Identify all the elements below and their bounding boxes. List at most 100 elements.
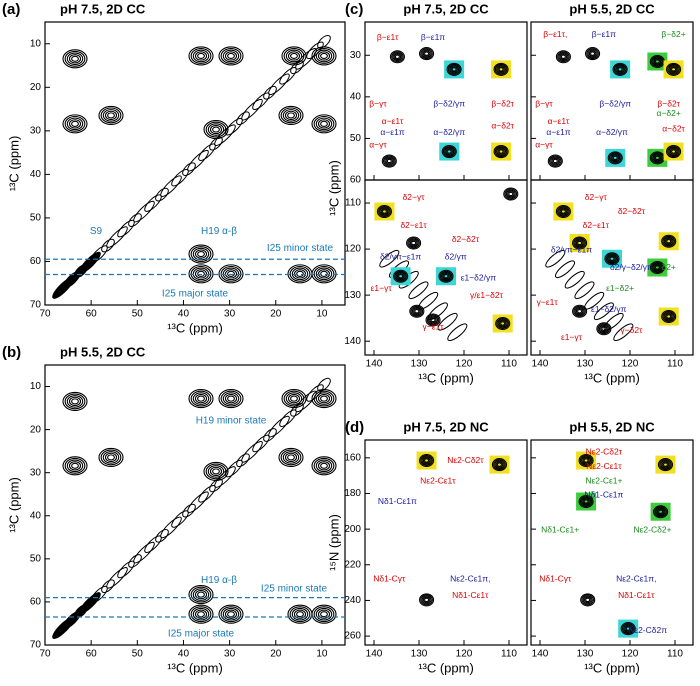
- annotation: α−ε1π: [380, 127, 404, 137]
- x-axis-label: ¹³C (ppm): [167, 320, 223, 335]
- contour: [420, 48, 433, 60]
- contour: [102, 109, 120, 122]
- contour: [508, 191, 514, 197]
- contour: [182, 503, 196, 518]
- contour: [437, 312, 458, 331]
- contour: [212, 126, 220, 133]
- contour: [227, 395, 235, 402]
- contour: [661, 234, 677, 248]
- annotation: α−ε1τ: [382, 116, 404, 126]
- contour: [559, 208, 568, 215]
- contour: [222, 267, 240, 281]
- contour: [222, 392, 240, 405]
- contour: [555, 50, 571, 64]
- contour: [408, 281, 429, 300]
- contour: [311, 604, 337, 624]
- panel-label: (a): [2, 1, 20, 18]
- contour: [443, 274, 449, 279]
- contour: [398, 274, 404, 279]
- annotation: Nε2-Cδ2τ: [447, 455, 484, 465]
- contour: [160, 175, 182, 197]
- contour: [394, 54, 400, 59]
- contour: [612, 62, 628, 76]
- annotation: Nδ1-Cε1τ: [618, 590, 655, 600]
- contour: [500, 321, 506, 326]
- annotation: I25 minor state: [261, 584, 328, 595]
- contour: [205, 121, 227, 138]
- contour: [610, 153, 621, 163]
- contour: [68, 54, 82, 64]
- contour: [605, 253, 619, 265]
- contour: [662, 462, 668, 467]
- contour: [671, 67, 677, 72]
- contour: [414, 309, 420, 314]
- contour: [155, 528, 169, 543]
- contour: [313, 457, 335, 474]
- contour: [315, 117, 333, 131]
- x-tick-label: 110: [501, 649, 517, 660]
- contour: [284, 110, 298, 121]
- x-tick-label: 110: [667, 649, 683, 660]
- contour: [590, 51, 596, 56]
- annotation: β−γτ: [535, 98, 553, 108]
- y-tick-label: 60: [30, 256, 42, 267]
- contour: [197, 250, 205, 258]
- annotation: H19 α-β: [201, 575, 237, 586]
- annotation: Nε2-Cε1+: [585, 475, 622, 485]
- contour: [612, 155, 618, 161]
- contour: [409, 239, 418, 247]
- contour: [668, 147, 679, 156]
- annotation: β−γτ: [369, 98, 387, 108]
- contour: [429, 316, 437, 324]
- contour: [68, 461, 82, 471]
- contour: [197, 591, 205, 598]
- annotation: α−δ2+: [657, 108, 681, 118]
- contour: [107, 454, 115, 461]
- contour: [439, 270, 453, 282]
- contour: [652, 57, 663, 66]
- contour: [376, 204, 392, 219]
- contour: [207, 123, 225, 136]
- x-axis-label: ¹³C (ppm): [584, 370, 640, 385]
- chart-title: pH 7.5, 2D NC: [403, 419, 489, 434]
- contour: [317, 461, 331, 471]
- contour: [493, 459, 506, 471]
- y-tick-label: 70: [30, 300, 42, 311]
- contour: [389, 50, 405, 64]
- contour: [188, 389, 214, 409]
- contour: [649, 260, 665, 275]
- contour: [293, 609, 307, 619]
- contour: [666, 239, 672, 244]
- contour: [574, 281, 595, 300]
- x-tick-label: 10: [316, 309, 328, 320]
- contour: [287, 112, 295, 119]
- annotation: Nε2-Cε1τ: [586, 461, 622, 471]
- contour: [572, 236, 588, 250]
- contour: [654, 155, 660, 161]
- contour: [445, 148, 454, 155]
- y-tick-label: 50: [30, 213, 42, 224]
- contour: [313, 48, 335, 64]
- annotation: ε1−δ2+: [606, 283, 634, 293]
- contour: [320, 52, 328, 60]
- contour: [493, 62, 509, 76]
- contour: [290, 395, 298, 402]
- x-tick-label: 140: [366, 359, 383, 370]
- contour: [421, 456, 432, 465]
- contour: [188, 244, 214, 264]
- contour: [496, 147, 507, 156]
- contour: [413, 307, 421, 315]
- contour: [313, 265, 335, 282]
- contour: [293, 269, 307, 279]
- contour: [583, 596, 592, 604]
- annotation: Nε2-Cδ2π: [628, 625, 667, 635]
- annotation: β−ε1π: [592, 29, 616, 39]
- annotation: α−ε1π: [546, 127, 570, 137]
- panel-label: (d): [345, 419, 364, 436]
- annotation: α−ε1τ: [548, 116, 570, 126]
- x-tick-label: 110: [501, 359, 517, 370]
- plot-frame: [364, 179, 528, 356]
- annotation: δ2+: [661, 262, 675, 272]
- contour: [496, 318, 509, 329]
- contour: [653, 505, 669, 519]
